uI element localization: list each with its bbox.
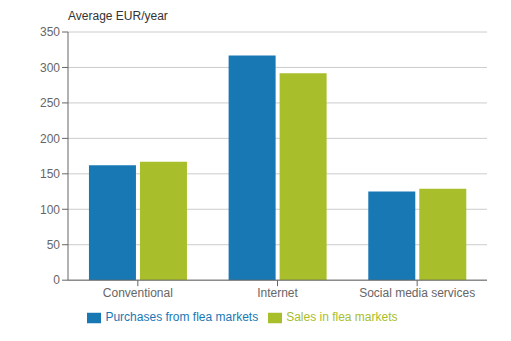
svg-text:300: 300	[40, 61, 60, 75]
svg-text:Internet: Internet	[257, 286, 298, 300]
svg-text:50: 50	[47, 238, 61, 252]
svg-text:100: 100	[40, 203, 60, 217]
svg-text:150: 150	[40, 167, 60, 181]
svg-text:0: 0	[53, 273, 60, 287]
svg-text:250: 250	[40, 96, 60, 110]
html-text:Purchases from flea markets: Purchases from flea markets	[105, 310, 259, 325]
html-text:Sales in flea markets: Sales in flea markets	[286, 310, 398, 325]
svg-text:200: 200	[40, 132, 60, 146]
html-text:Average EUR/year: Average EUR/year	[68, 9, 168, 23]
svg-text:Social media services: Social media services	[359, 286, 475, 300]
svg-text:Conventional: Conventional	[103, 286, 173, 300]
svg-text:350: 350	[40, 25, 60, 39]
